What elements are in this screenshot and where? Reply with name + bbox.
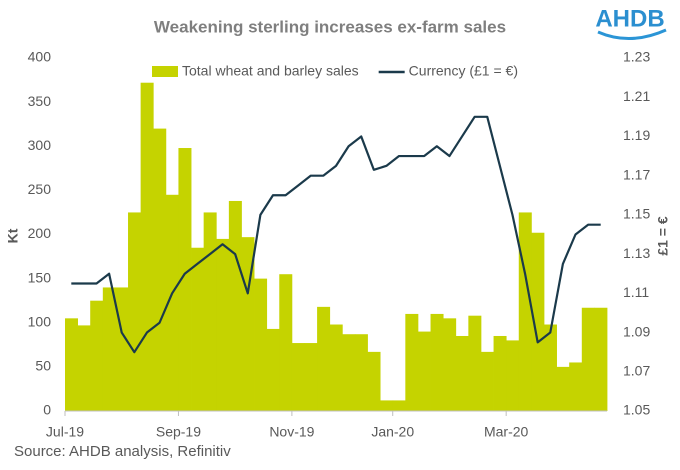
y-axis-title: Kt <box>5 228 21 243</box>
sales-bar <box>128 212 142 411</box>
sales-bar <box>65 318 79 411</box>
y2-tick-label: 1.17 <box>623 166 650 182</box>
sales-bar <box>291 343 305 411</box>
sales-bar <box>594 307 608 411</box>
sales-bar <box>102 287 116 411</box>
sales-bar <box>266 328 280 411</box>
sales-bar <box>203 212 217 411</box>
x-tick-label: Sep-19 <box>156 424 201 440</box>
legend-label: Total wheat and barley sales <box>182 63 359 79</box>
sales-bar <box>216 238 230 411</box>
sales-bar <box>531 232 545 411</box>
sales-bar <box>115 287 129 411</box>
y2-tick-label: 1.21 <box>623 88 650 104</box>
sales-bar <box>493 335 507 411</box>
sales-bar <box>480 351 494 411</box>
sales-bar <box>417 331 431 411</box>
y-tick-label: 0 <box>43 402 51 418</box>
sales-bar <box>77 325 91 411</box>
chart-title: Weakening sterling increases ex-farm sal… <box>154 17 506 36</box>
sales-bar <box>317 306 331 411</box>
y-tick-label: 250 <box>28 181 52 197</box>
y-tick-label: 350 <box>28 93 52 109</box>
x-tick-label: Mar-20 <box>484 424 529 440</box>
sales-bar <box>342 334 356 411</box>
sales-bar <box>165 194 179 411</box>
y2-tick-label: 1.23 <box>623 49 650 65</box>
sales-bar <box>304 343 318 411</box>
y-tick-label: 400 <box>28 49 52 65</box>
sales-bar <box>191 247 205 411</box>
sales-bar <box>506 340 520 411</box>
sales-bar <box>367 351 381 411</box>
y-tick-label: 200 <box>28 225 52 241</box>
y-tick-label: 100 <box>28 313 52 329</box>
sales-bar <box>279 274 293 411</box>
sales-bar <box>254 278 268 411</box>
y2-tick-label: 1.07 <box>623 362 650 378</box>
logo: AHDB <box>595 5 664 32</box>
sales-bar <box>443 318 457 411</box>
y-tick-label: 300 <box>28 137 52 153</box>
y2-tick-label: 1.09 <box>623 323 650 339</box>
sales-bar <box>329 324 343 411</box>
y2-tick-label: 1.11 <box>623 284 649 300</box>
y-tick-label: 150 <box>28 269 52 285</box>
sales-bar <box>556 366 570 411</box>
logo-swoosh <box>597 28 667 41</box>
sales-bar <box>581 307 595 411</box>
sales-bar <box>153 128 167 411</box>
source-note: Source: AHDB analysis, Refinitiv <box>14 443 231 460</box>
x-tick-label: Jan-20 <box>371 424 414 440</box>
sales-bar <box>405 313 419 411</box>
sales-bar <box>455 335 469 411</box>
sales-bar <box>569 362 583 411</box>
currency-line <box>71 115 601 354</box>
sales-bar <box>518 212 532 411</box>
y-tick-label: 50 <box>35 358 51 374</box>
legend-swatch <box>152 66 178 77</box>
sales-bar <box>430 313 444 411</box>
sales-bar <box>543 324 557 411</box>
legend-label: Currency (£1 = €) <box>409 63 518 79</box>
y2-tick-label: 1.15 <box>623 206 650 222</box>
x-tick-label: Jul-19 <box>46 424 84 440</box>
y2-tick-label: 1.13 <box>623 245 650 261</box>
y2-tick-label: 1.05 <box>623 402 650 418</box>
x-tick-label: Nov-19 <box>269 424 314 440</box>
sales-bar <box>354 334 368 411</box>
sales-bar <box>468 315 482 411</box>
sales-bar <box>178 148 192 411</box>
y2-axis-title: £1 = € <box>655 216 671 256</box>
y2-tick-label: 1.19 <box>623 127 650 143</box>
sales-bar <box>392 400 406 411</box>
sales-bar <box>90 300 104 411</box>
sales-bar <box>140 82 154 412</box>
sales-bar <box>380 400 394 411</box>
sales-bar <box>228 200 242 411</box>
